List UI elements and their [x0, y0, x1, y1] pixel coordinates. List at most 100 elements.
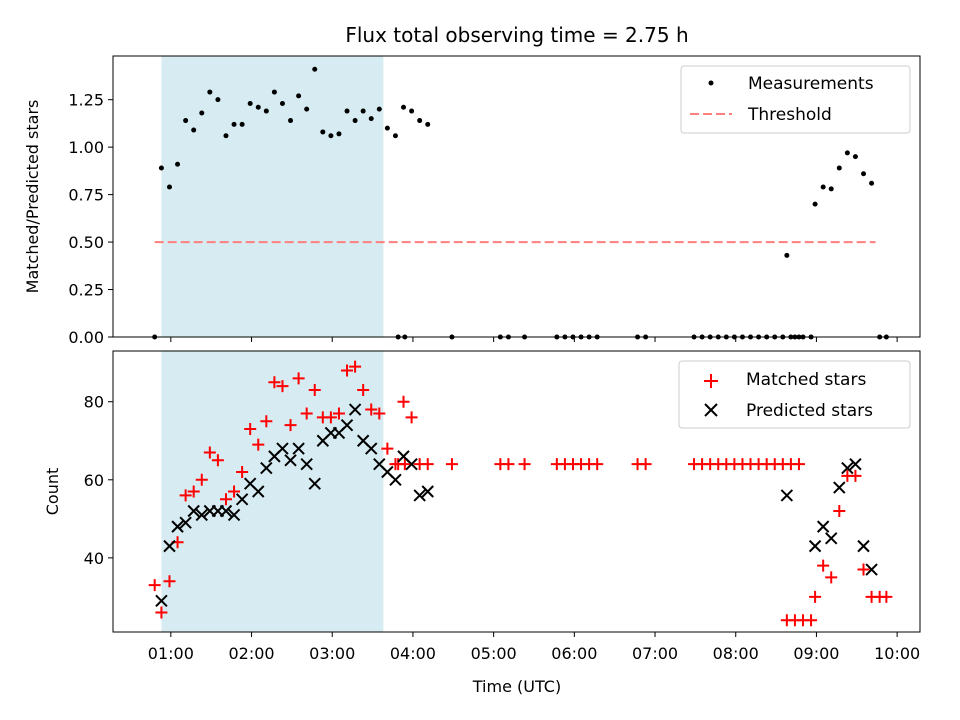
matched-point	[357, 384, 370, 397]
matched-point	[219, 493, 232, 506]
matched-point	[195, 473, 208, 486]
measurement-points	[152, 66, 889, 340]
legend-label-matched: Matched stars	[746, 370, 866, 390]
predicted-point	[235, 493, 249, 506]
predicted-point	[292, 442, 305, 455]
matched-point	[809, 590, 822, 603]
predicted-point	[340, 418, 354, 432]
matched-point	[332, 407, 345, 420]
predicted-point	[825, 532, 838, 545]
matched-point	[268, 376, 281, 389]
measurement-point	[199, 110, 205, 116]
matched-point	[211, 454, 224, 467]
measurement-point	[296, 93, 302, 99]
predicted-point	[308, 477, 321, 490]
matched-point	[397, 395, 410, 408]
measurement-point	[820, 184, 826, 190]
measurement-point	[352, 118, 358, 124]
bottom-axes-frame	[112, 350, 921, 633]
matched-point	[203, 446, 216, 459]
bottom-panel: 40 60 80 01:00 02:00 03:00 04:00 05:00 06:00 07:…	[43, 350, 921, 696]
matched-point	[155, 606, 168, 619]
measurement-point	[279, 100, 285, 106]
top-legend-box	[680, 65, 911, 134]
predicted-point	[421, 485, 434, 498]
top-y-axis-label: Matched/Predicted stars	[23, 100, 42, 294]
legend-marker-matched	[704, 374, 718, 388]
top-y-tick-label: 0.00	[68, 328, 104, 347]
measurement-point	[401, 104, 407, 110]
measurement-point	[852, 154, 858, 160]
matched-point	[398, 458, 411, 471]
predicted-point	[155, 594, 168, 607]
matched-point	[341, 364, 354, 377]
matched-point	[421, 458, 434, 471]
predicted-point	[171, 520, 184, 533]
predicted-point	[780, 489, 794, 502]
bottom-y-tick-label: 80	[84, 393, 104, 412]
measurement-point	[328, 133, 334, 139]
predicted-point	[252, 485, 265, 498]
top-y-tick-label: 1.25	[68, 91, 104, 110]
bottom-x-tick-label: 09:00	[793, 644, 839, 663]
top-y-tick-label: 0.25	[68, 281, 104, 300]
predicted-point	[227, 508, 241, 522]
matched-point	[284, 419, 297, 432]
top-y-tick-label: 1.00	[68, 138, 104, 157]
measurement-point	[384, 125, 390, 131]
matched-point	[308, 384, 321, 397]
legend-marker-predicted	[704, 403, 718, 417]
measurement-point	[409, 108, 415, 114]
matched-point	[805, 614, 818, 627]
predicted-point	[808, 539, 822, 553]
measurement-point	[417, 118, 423, 124]
predicted-point	[260, 461, 273, 475]
predicted-point	[413, 489, 426, 502]
matched-point	[502, 458, 515, 471]
measurement-point	[255, 104, 261, 110]
bottom-legend: Matched stars Predicted stars	[678, 360, 911, 429]
measurement-point	[336, 131, 342, 137]
bottom-x-tick-label: 10:00	[874, 644, 920, 663]
measurement-point	[166, 184, 172, 190]
matched-point	[591, 458, 604, 471]
measurement-point	[392, 133, 398, 139]
measurement-point	[223, 133, 229, 139]
matched-point	[228, 485, 241, 498]
measurement-point	[175, 161, 181, 167]
predicted-point	[187, 504, 200, 518]
measurement-point	[288, 118, 294, 124]
measurement-point	[784, 252, 790, 258]
matched-point	[833, 505, 846, 518]
predicted-point	[816, 520, 830, 533]
predicted-point	[179, 516, 192, 529]
bottom-x-tick-label: 04:00	[390, 644, 436, 663]
matched-point	[148, 579, 161, 592]
predicted-point	[389, 473, 402, 486]
matched-point	[292, 372, 305, 385]
measurement-point	[828, 186, 834, 192]
measurement-point	[425, 121, 431, 127]
top-y-tick-label: 0.75	[68, 186, 104, 205]
bottom-y-tick-label: 40	[84, 549, 104, 568]
measurement-point	[368, 116, 374, 122]
bottom-x-ticks: 01:00 02:00 03:00 04:00 05:00 06:00 07:00 08:00…	[148, 632, 920, 663]
matched-points	[148, 360, 893, 627]
matched-point	[405, 411, 418, 424]
bottom-x-tick-label: 03:00	[309, 644, 355, 663]
matched-point	[324, 411, 337, 424]
matched-point	[849, 469, 862, 482]
measurement-point	[360, 108, 366, 114]
top-legend: Measurements Threshold	[680, 65, 911, 134]
legend-label-threshold: Threshold	[747, 105, 832, 125]
matched-point	[639, 458, 652, 471]
measurement-point	[263, 108, 269, 114]
predicted-point	[300, 457, 313, 471]
top-axes-frame	[112, 55, 921, 338]
measurement-point	[312, 66, 318, 72]
measurement-point	[231, 121, 237, 127]
measurement-point	[239, 121, 245, 127]
matched-point	[276, 380, 289, 393]
top-panel: 0.00 0.25 0.50 0.75 1.00 1.25 Matched/Predict…	[23, 55, 921, 347]
